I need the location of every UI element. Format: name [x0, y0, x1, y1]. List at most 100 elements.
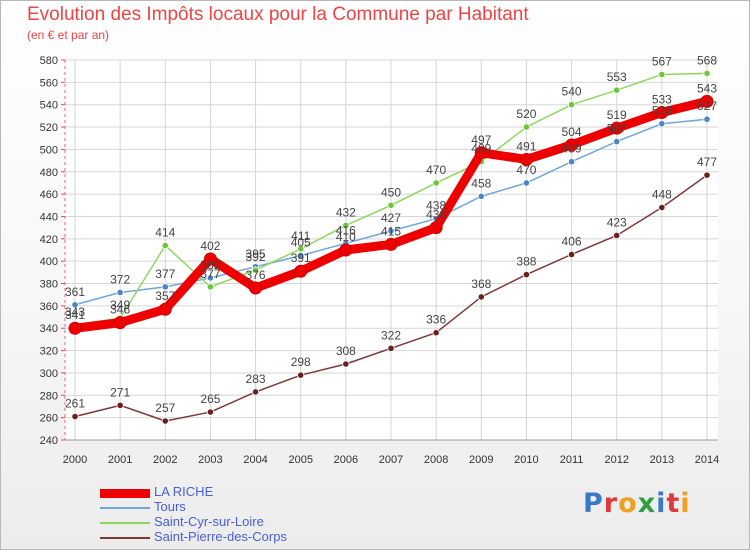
y-tick-label: 240 [40, 435, 58, 447]
data-point-saint-cyr-sur-loire [161, 241, 169, 250]
data-label-saint-cyr-sur-loire: 343 [65, 305, 85, 319]
data-point-tours [387, 227, 395, 235]
y-tick-label: 280 [40, 390, 58, 402]
data-point-tours [567, 158, 576, 166]
data-point-saint-pierre-des-corps [567, 250, 576, 259]
data-point-tours [71, 301, 79, 309]
logo-letter: P [583, 488, 604, 519]
legend-item-saint-pierre-des-corps: Saint-Pierre-des-Corps [100, 529, 360, 545]
data-label-tours: 470 [516, 163, 536, 177]
legend-label-saint-pierre-des-corps: Saint-Pierre-des-Corps [154, 529, 287, 544]
data-point-tours [477, 192, 485, 200]
data-point-saint-pierre-des-corps [522, 270, 531, 279]
legend-item-tours: Tours [100, 499, 360, 515]
data-point-la-riche [519, 152, 533, 166]
data-point-la-riche [249, 281, 263, 295]
data-label-saint-cyr-sur-loire: 540 [562, 85, 582, 99]
legend: LA RICHE Tours Saint-Cyr-sur-Loire Saint-Pi… [100, 484, 360, 545]
y-tick-label: 260 [40, 413, 58, 425]
data-label-tours: 507 [607, 122, 627, 136]
data-label-la-riche: 497 [471, 133, 491, 147]
data-label-la-riche: 357 [155, 289, 175, 303]
data-label-la-riche: 519 [607, 108, 627, 122]
legend-swatch-saint-cyr-sur-loire [100, 522, 150, 524]
x-tick-label: 2000 [63, 454, 87, 466]
logo-letter: i [680, 488, 691, 519]
x-tick-label: 2007 [379, 454, 403, 466]
x-tick-label: 2013 [650, 454, 674, 466]
data-point-la-riche [113, 316, 127, 330]
data-label-saint-pierre-des-corps: 298 [291, 355, 311, 369]
x-tick-label: 2001 [108, 454, 132, 466]
data-label-tours: 523 [652, 104, 672, 118]
data-label-tours: 361 [65, 285, 85, 299]
data-label-la-riche: 415 [381, 224, 401, 238]
x-tick-label: 2002 [153, 454, 177, 466]
data-point-la-riche [565, 138, 579, 152]
data-label-saint-cyr-sur-loire: 392 [246, 250, 266, 264]
data-point-saint-cyr-sur-loire [703, 69, 711, 78]
data-label-saint-pierre-des-corps: 271 [110, 385, 130, 399]
data-point-la-riche [474, 146, 488, 160]
data-point-saint-cyr-sur-loire [251, 266, 260, 274]
data-point-saint-pierre-des-corps [297, 371, 305, 379]
data-label-tours: 416 [336, 223, 356, 237]
data-label-saint-pierre-des-corps: 388 [516, 255, 536, 269]
data-label-tours: 405 [291, 236, 311, 250]
data-point-tours [613, 137, 621, 146]
legend-item-la-riche: LA RICHE [100, 484, 360, 500]
data-label-saint-pierre-des-corps: 423 [607, 215, 627, 229]
data-point-la-riche [339, 243, 353, 257]
x-tick-label: 2008 [424, 454, 448, 466]
data-point-tours [703, 115, 711, 123]
legend-swatch-saint-pierre-des-corps [100, 537, 150, 539]
y-tick-label: 360 [40, 301, 58, 313]
data-label-tours: 382 [200, 258, 220, 272]
data-label-tours: 372 [110, 272, 130, 286]
y-tick-label: 520 [40, 122, 58, 134]
data-label-la-riche: 376 [246, 268, 266, 282]
data-label-tours: 395 [246, 247, 266, 261]
data-point-tours [522, 179, 531, 187]
data-label-saint-cyr-sur-loire: 567 [652, 55, 672, 69]
x-tick-label: 2010 [514, 454, 538, 466]
data-label-saint-cyr-sur-loire: 450 [381, 185, 401, 199]
legend-label-la-riche: LA RICHE [154, 484, 214, 499]
data-label-saint-pierre-des-corps: 322 [381, 328, 401, 342]
x-tick-label: 2004 [243, 454, 267, 466]
data-label-saint-pierre-des-corps: 368 [471, 277, 491, 291]
data-point-la-riche [384, 237, 398, 251]
legend-label-saint-cyr-sur-loire: Saint-Cyr-sur-Loire [154, 514, 264, 529]
x-tick-label: 2009 [469, 454, 493, 466]
data-label-saint-pierre-des-corps: 336 [426, 313, 446, 327]
data-label-la-riche: 430 [426, 208, 446, 222]
legend-item-saint-cyr-sur-loire: Saint-Cyr-sur-Loire [100, 514, 360, 530]
logo-letter: i [656, 488, 667, 519]
data-point-tours [116, 288, 124, 297]
data-point-saint-pierre-des-corps [342, 360, 350, 368]
data-point-saint-cyr-sur-loire [297, 245, 305, 253]
x-tick-label: 2006 [334, 454, 358, 466]
data-label-tours: 377 [155, 267, 175, 281]
x-tick-label: 2012 [604, 454, 628, 466]
y-tick-label: 500 [40, 144, 58, 156]
data-label-saint-cyr-sur-loire: 414 [155, 226, 175, 240]
data-label-la-riche: 402 [200, 239, 220, 253]
data-point-saint-cyr-sur-loire [567, 101, 576, 109]
data-label-saint-cyr-sur-loire: 470 [426, 163, 446, 177]
data-label-saint-pierre-des-corps: 283 [246, 372, 266, 386]
data-point-saint-cyr-sur-loire [432, 179, 440, 187]
data-point-la-riche [203, 252, 217, 266]
data-label-saint-cyr-sur-loire: 553 [607, 70, 627, 84]
y-tick-label: 440 [40, 211, 58, 223]
data-point-la-riche [610, 121, 624, 135]
data-point-saint-pierre-des-corps [387, 344, 395, 352]
data-point-la-riche [158, 302, 172, 316]
y-tick-label: 400 [40, 256, 58, 268]
data-label-saint-pierre-des-corps: 265 [200, 392, 220, 406]
data-point-saint-pierre-des-corps [251, 388, 260, 396]
data-point-tours [161, 283, 169, 291]
y-tick-label: 300 [40, 368, 58, 380]
legend-swatch-tours [100, 507, 150, 509]
proxiti-logo: Proxiti [583, 488, 691, 519]
